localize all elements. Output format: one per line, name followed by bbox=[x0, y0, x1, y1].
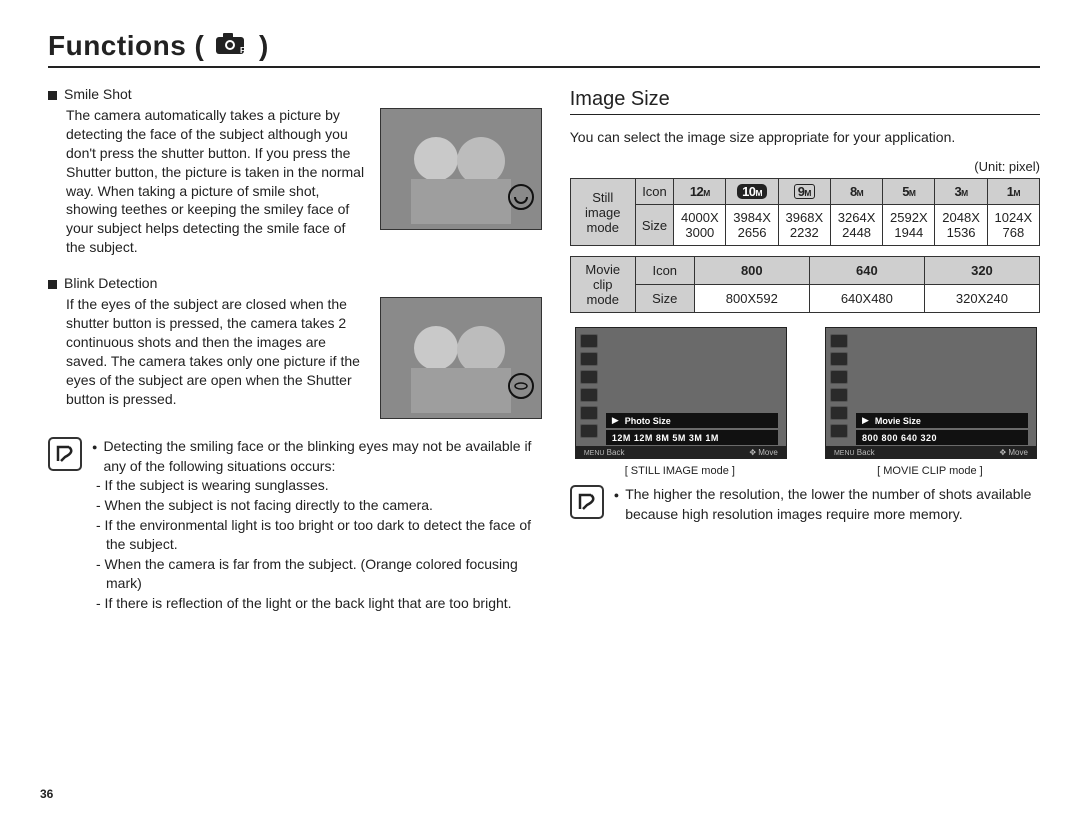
still-preview: ▶Photo Size 12M 12M 8M 5M 3M 1M MENU Bac… bbox=[575, 327, 785, 477]
smile-thumbnail bbox=[380, 108, 542, 230]
left-note-item: - If there is reflection of the light or… bbox=[106, 594, 542, 614]
movie-size-800: 800X592 bbox=[694, 285, 809, 313]
still-preview-caption: [ STILL IMAGE mode ] bbox=[575, 465, 785, 477]
unit-label: (Unit: pixel) bbox=[570, 159, 1040, 174]
movie-size-table: Movieclipmode Icon 800 640 320 Size 800X… bbox=[570, 256, 1040, 313]
movie-preview-back: Back bbox=[857, 448, 875, 457]
square-bullet-icon bbox=[48, 280, 57, 289]
note-icon bbox=[570, 485, 604, 519]
movie-mode-label: Movieclipmode bbox=[570, 257, 635, 313]
movie-preview-move: Move bbox=[1008, 448, 1028, 457]
still-size-cell: 3984X2656 bbox=[726, 205, 778, 246]
blink-thumbnail bbox=[380, 297, 542, 419]
blink-heading: Blink Detection bbox=[48, 275, 542, 291]
image-size-heading: Image Size bbox=[570, 88, 1040, 115]
page-number: 36 bbox=[40, 787, 53, 801]
left-note-item: - If the environmental light is too brig… bbox=[106, 516, 542, 555]
smile-heading: Smile Shot bbox=[48, 86, 542, 102]
movie-size-640: 640X480 bbox=[809, 285, 924, 313]
movie-icon-label: Icon bbox=[635, 257, 694, 285]
still-icon-label: Icon bbox=[635, 179, 673, 205]
still-size-cell: 2048X1536 bbox=[935, 205, 987, 246]
note-icon bbox=[48, 437, 82, 471]
left-note-lead: Detecting the smiling face or the blinki… bbox=[103, 437, 541, 476]
page-title: Functions ( Fn ) bbox=[48, 30, 269, 62]
still-preview-back: Back bbox=[607, 448, 625, 457]
square-bullet-icon bbox=[48, 91, 57, 100]
left-note-item: - When the camera is far from the subjec… bbox=[106, 555, 542, 594]
movie-size-320: 320X240 bbox=[924, 285, 1039, 313]
svg-text:Fn: Fn bbox=[240, 46, 249, 55]
page-title-row: Functions ( Fn ) bbox=[48, 30, 1040, 68]
left-note-item: - When the subject is not facing directl… bbox=[106, 496, 542, 516]
smile-body: The camera automatically takes a picture… bbox=[48, 106, 368, 257]
image-size-intro: You can select the image size appropriat… bbox=[570, 129, 1040, 145]
left-note-item: - If the subject is wearing sunglasses. bbox=[106, 476, 542, 496]
right-note: The higher the resolution, the lower the… bbox=[570, 485, 1040, 524]
movie-size-label: Size bbox=[635, 285, 694, 313]
movie-preview-sizes: 800 800 640 320 bbox=[862, 433, 937, 443]
still-size-cell: 1024X768 bbox=[987, 205, 1039, 246]
still-preview-move: Move bbox=[758, 448, 778, 457]
movie-icon-640: 640 bbox=[809, 257, 924, 285]
still-size-label: Size bbox=[635, 205, 673, 246]
still-size-cell: 3968X2232 bbox=[778, 205, 830, 246]
still-size-cell: 3264X2448 bbox=[830, 205, 882, 246]
still-size-table: Stillimagemode Icon 12M 10M 9M 8M 5M 3M … bbox=[570, 178, 1040, 246]
right-note-text: The higher the resolution, the lower the… bbox=[625, 485, 1040, 524]
smile-heading-text: Smile Shot bbox=[64, 86, 132, 102]
blink-body: If the eyes of the subject are closed wh… bbox=[48, 295, 368, 419]
camera-fn-icon: Fn bbox=[215, 33, 249, 55]
still-size-cell: 4000X3000 bbox=[674, 205, 726, 246]
still-mode-label: Stillimagemode bbox=[570, 179, 635, 246]
movie-preview: ▶Movie Size 800 800 640 320 MENU Back ✥ … bbox=[825, 327, 1035, 477]
movie-icon-320: 320 bbox=[924, 257, 1039, 285]
title-suffix: ) bbox=[259, 30, 269, 61]
still-preview-toplabel: Photo Size bbox=[625, 416, 671, 426]
still-preview-sizes: 12M 12M 8M 5M 3M 1M bbox=[612, 433, 719, 443]
movie-preview-toplabel: Movie Size bbox=[875, 416, 921, 426]
still-size-cell: 2592X1944 bbox=[883, 205, 935, 246]
blink-heading-text: Blink Detection bbox=[64, 275, 157, 291]
right-column: Image Size You can select the image size… bbox=[570, 86, 1040, 613]
title-prefix: Functions ( bbox=[48, 30, 204, 61]
left-column: Smile Shot The camera automatically take… bbox=[48, 86, 542, 613]
movie-preview-caption: [ MOVIE CLIP mode ] bbox=[825, 465, 1035, 477]
movie-icon-800: 800 bbox=[694, 257, 809, 285]
left-note: Detecting the smiling face or the blinki… bbox=[48, 437, 542, 613]
